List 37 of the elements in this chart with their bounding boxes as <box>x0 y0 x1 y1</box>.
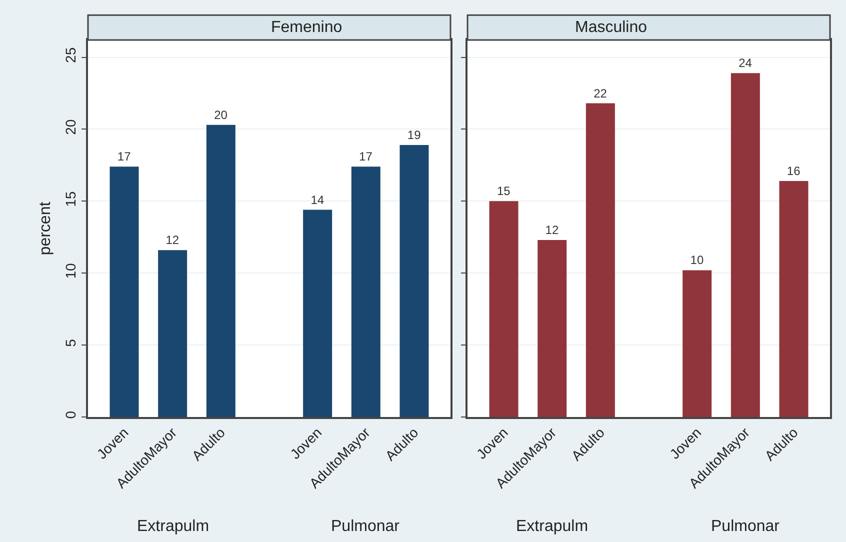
data-label: 22 <box>594 86 608 100</box>
y-tick-label: 20 <box>62 119 79 135</box>
bar <box>303 210 332 417</box>
bar <box>730 73 760 417</box>
data-label: 17 <box>359 150 373 164</box>
bar <box>779 181 808 417</box>
y-tick-label: 5 <box>62 338 79 347</box>
bar <box>489 201 518 417</box>
bar <box>400 145 429 417</box>
chart-title: Femenino <box>271 19 342 36</box>
text: Pulmonar <box>711 518 780 535</box>
data-label: 14 <box>310 192 324 207</box>
data-label: 17 <box>117 150 132 164</box>
bar <box>586 103 615 417</box>
text: Extrapulm <box>137 518 210 535</box>
data-label: 20 <box>214 108 228 122</box>
data-label: 10 <box>690 253 704 268</box>
bar <box>158 250 188 417</box>
text: Pulmonar <box>331 518 400 535</box>
y-tick-label: 25 <box>62 47 79 63</box>
data-label: 24 <box>738 56 752 70</box>
bar <box>110 166 139 417</box>
data-label: 12 <box>166 233 180 248</box>
bar <box>538 240 567 417</box>
text: Extrapulm <box>516 518 588 535</box>
y-tick-label: 10 <box>62 263 79 279</box>
data-label: 19 <box>407 128 422 142</box>
bar <box>206 124 236 417</box>
data-label: 12 <box>545 223 559 238</box>
y-axis-title: percent <box>37 201 54 256</box>
chart-title: Masculino <box>575 19 648 36</box>
bar <box>351 166 380 417</box>
data-label: 16 <box>786 164 801 178</box>
data-label: 15 <box>496 184 511 198</box>
bar <box>682 270 712 417</box>
y-tick-label: 15 <box>62 191 79 207</box>
y-tick-label: 0 <box>62 410 79 419</box>
